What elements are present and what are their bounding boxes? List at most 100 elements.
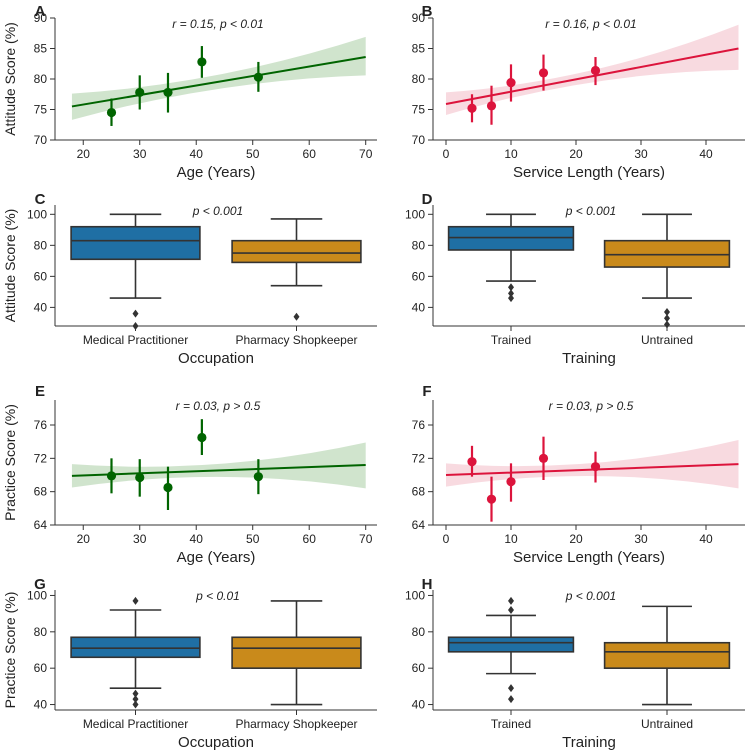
x-category-label: Medical Practitioner [83, 333, 188, 347]
data-point [506, 78, 516, 88]
y-tick-label: 76 [412, 418, 426, 432]
y-tick-label: 40 [34, 698, 48, 712]
y-tick-label: 68 [412, 485, 426, 499]
panel-d: D 40 60 80 100 p < 0.001 Trained Untrained Train… [405, 191, 745, 367]
x-axis-label: Service Length (Years) [513, 549, 665, 566]
y-tick-label: 60 [412, 269, 426, 283]
outlier-point [508, 596, 514, 605]
panel-c: C 40 60 80 100 Attitude Score (%) p < 0.001 Med… [2, 191, 377, 367]
x-tick-label: 50 [246, 532, 260, 546]
stat-annotation: p < 0.001 [565, 204, 616, 218]
y-tick-label: 80 [34, 625, 48, 639]
y-tick-label: 60 [34, 269, 48, 283]
outlier-point [293, 312, 300, 321]
y-tick-label: 40 [34, 300, 48, 314]
x-tick-label: 20 [569, 532, 583, 546]
y-tick-label: 80 [34, 238, 48, 252]
data-point [538, 453, 549, 463]
x-category-label: Untrained [641, 333, 693, 347]
x-tick-label: 60 [303, 532, 317, 546]
panel-letter: E [35, 383, 45, 400]
x-tick-label: 40 [699, 147, 713, 161]
panel-letter: C [35, 191, 46, 208]
x-category-label: Trained [491, 717, 531, 731]
stat-annotation: r = 0.03, p > 0.5 [549, 399, 634, 413]
x-category-label: Pharmacy Shopkeeper [235, 717, 357, 731]
stat-annotation: p < 0.001 [565, 589, 616, 603]
box-iqr [231, 239, 362, 264]
y-tick-label: 64 [34, 518, 48, 532]
confidence-band [446, 24, 739, 115]
x-axis-label: Training [562, 350, 616, 367]
y-tick-label: 68 [34, 485, 48, 499]
outlier-point [132, 695, 139, 704]
y-tick-label: 80 [34, 72, 48, 86]
data-point [135, 472, 145, 483]
panel-e: E 64 68 72 76 Practice Score (%) r = 0.03, p >… [2, 383, 377, 566]
y-tick-label: 75 [34, 103, 48, 117]
y-axis-label: Practice Score (%) [2, 404, 18, 521]
data-point [538, 68, 549, 78]
data-point [506, 477, 516, 487]
x-tick-label: 30 [133, 147, 147, 161]
x-tick-label: 40 [699, 532, 713, 546]
box-iqr [231, 636, 362, 669]
outlier-point [132, 689, 139, 698]
y-tick-label: 70 [34, 133, 48, 147]
x-category-label: Trained [491, 333, 531, 347]
outlier-point [508, 289, 514, 298]
x-axis-label: Age (Years) [177, 164, 256, 181]
outlier-point [508, 606, 514, 614]
stat-annotation: r = 0.03, p > 0.5 [176, 399, 261, 413]
data-point [197, 432, 207, 443]
x-category-label: Pharmacy Shopkeeper [235, 333, 357, 347]
y-tick-label: 75 [412, 103, 426, 117]
y-tick-label: 60 [412, 661, 426, 675]
outlier-point [132, 596, 139, 605]
data-point [467, 457, 477, 467]
data-point [590, 65, 601, 76]
y-tick-label: 80 [412, 625, 426, 639]
y-tick-label: 85 [412, 42, 426, 56]
y-tick-label: 60 [34, 661, 48, 675]
data-point [467, 103, 477, 113]
panel-h: H 40 60 80 100 p < 0.001 Trained Untrained Train… [405, 576, 745, 751]
outlier-point [508, 294, 514, 303]
box-iqr [603, 641, 731, 669]
x-category-label: Medical Practitioner [83, 717, 188, 731]
data-point [486, 101, 497, 111]
y-tick-label: 64 [412, 518, 426, 532]
outlier-point [508, 695, 514, 704]
confidence-band [71, 442, 366, 489]
x-tick-label: 10 [504, 147, 518, 161]
data-point [106, 107, 117, 118]
y-tick-label: 40 [412, 698, 426, 712]
x-axis-label: Age (Years) [177, 549, 256, 566]
x-tick-label: 20 [77, 147, 91, 161]
y-tick-label: 100 [27, 588, 47, 602]
data-point [135, 87, 145, 98]
box-iqr [447, 636, 575, 653]
outlier-point [132, 309, 139, 318]
x-tick-label: 0 [443, 147, 450, 161]
stat-annotation: p < 0.01 [195, 589, 240, 603]
y-tick-label: 85 [34, 42, 48, 56]
y-tick-label: 100 [405, 207, 425, 221]
x-tick-label: 40 [190, 532, 204, 546]
x-tick-label: 0 [443, 532, 450, 546]
x-axis-label: Occupation [178, 734, 254, 751]
x-axis-label: Occupation [178, 350, 254, 367]
x-tick-label: 70 [359, 147, 373, 161]
x-tick-label: 60 [303, 147, 317, 161]
y-tick-label: 90 [412, 11, 426, 25]
regression-line [71, 464, 366, 477]
x-tick-label: 10 [504, 532, 518, 546]
x-tick-label: 40 [190, 147, 204, 161]
y-axis-label: Attitude Score (%) [2, 22, 18, 136]
data-point [253, 72, 263, 82]
x-tick-label: 50 [246, 147, 260, 161]
y-tick-label: 70 [412, 133, 426, 147]
panel-f: F 64 68 72 76 r = 0.03, p > 0.5 0 10 20 30 40 Servi… [412, 383, 745, 566]
confidence-band [71, 36, 366, 120]
